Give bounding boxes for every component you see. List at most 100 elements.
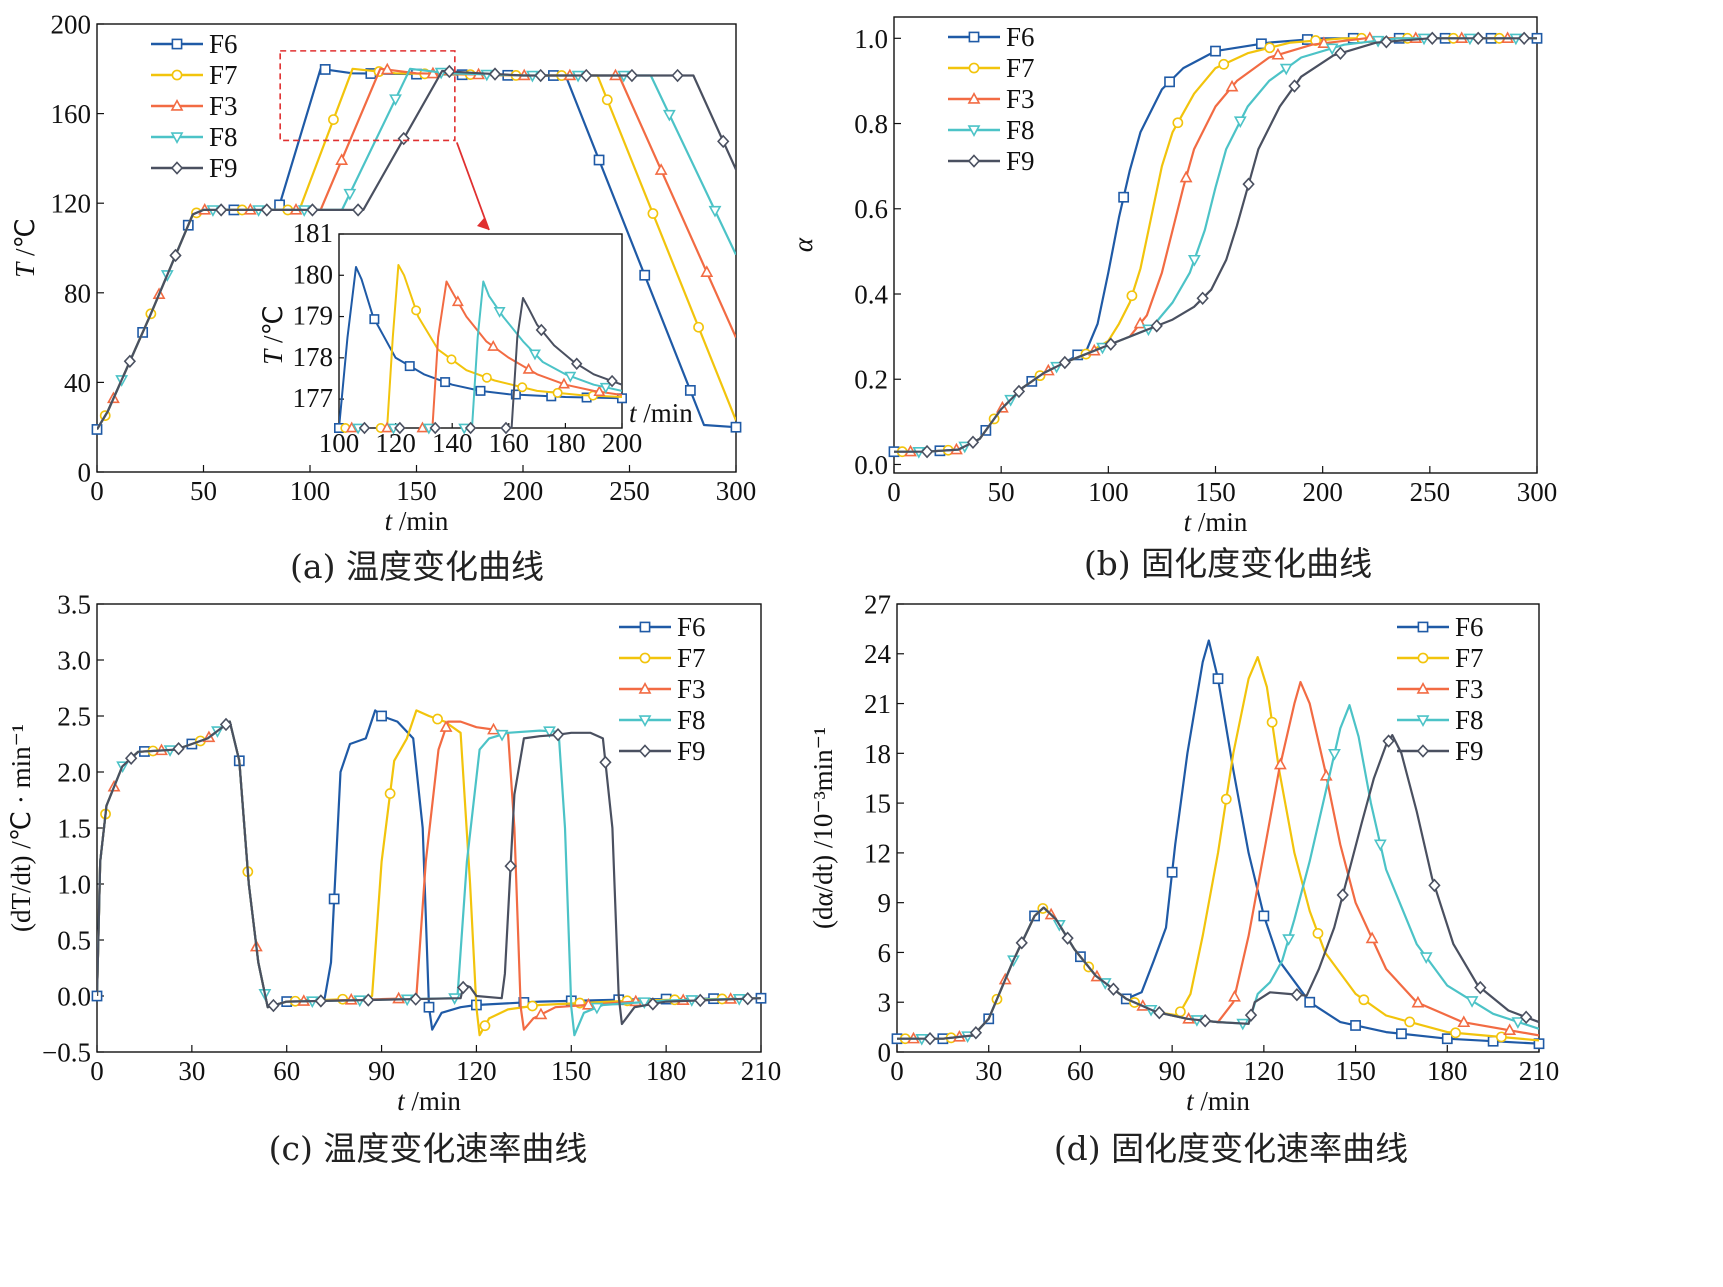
data-point-f9 <box>500 421 512 435</box>
y-axis-label: (dα/dt) /10⁻³min⁻¹ <box>808 727 838 929</box>
x-tick-label: 210 <box>741 1056 782 1086</box>
x-tick-label: 180 <box>646 1056 687 1086</box>
data-point-f6 <box>730 421 742 433</box>
legend-marker-f3 <box>967 92 981 104</box>
data-point-f3 <box>451 295 464 307</box>
data-point-f8 <box>343 188 357 201</box>
legend-marker-f9 <box>967 154 981 168</box>
x-axis-label-unit: /min <box>392 506 449 536</box>
x-axis-label-unit: /min <box>1194 1086 1251 1116</box>
data-point-f6 <box>475 385 486 396</box>
data-point-f8 <box>637 997 651 1009</box>
y-axis-label: T /℃ <box>10 218 40 278</box>
data-point-f6 <box>593 154 605 166</box>
x-tick-label: 100 <box>290 476 331 506</box>
y-tick-label: 18 <box>864 739 891 769</box>
x-tick-label: 0 <box>890 1056 904 1086</box>
data-point-f7 <box>1218 58 1230 70</box>
inset-y-axis-label-var: T <box>258 348 288 365</box>
legend-label-f7: F7 <box>209 60 238 90</box>
legend-label-f9: F9 <box>1006 146 1035 176</box>
data-point-f9 <box>606 374 618 388</box>
y-tick-label: 177 <box>293 383 334 413</box>
legend-marker-f9 <box>638 744 652 758</box>
y-axis-label-var: α <box>788 237 818 252</box>
panel-caption: (c) 温度变化速率曲线 <box>269 1129 588 1168</box>
y-tick-label: 200 <box>51 9 92 39</box>
data-point-f9 <box>741 992 754 1006</box>
series-line-f9 <box>894 37 1537 453</box>
data-point-f9 <box>1196 291 1209 305</box>
data-point-f6 <box>684 384 696 396</box>
data-point-f9 <box>1244 1008 1258 1022</box>
y-tick-label: 2.0 <box>57 757 91 787</box>
x-tick-label: 30 <box>975 1056 1002 1086</box>
data-point-f9 <box>397 131 410 146</box>
data-point-f8 <box>493 307 506 318</box>
data-point-f6 <box>1118 191 1130 203</box>
data-point-f9 <box>125 751 138 765</box>
data-point-f8 <box>1187 254 1201 267</box>
y-tick-label: 0.2 <box>854 365 888 395</box>
y-tick-label: 0.8 <box>854 109 888 139</box>
data-point-f9 <box>1380 35 1393 49</box>
data-point-f9 <box>123 354 137 368</box>
data-point-f9 <box>1058 355 1071 370</box>
y-tick-label: 21 <box>864 689 891 719</box>
data-point-f9 <box>260 203 273 217</box>
y-axis-label: α <box>788 237 818 252</box>
x-tick-label: 100 <box>1088 477 1129 507</box>
data-point-f6 <box>1396 1028 1407 1040</box>
legend-label-f6: F6 <box>209 29 238 59</box>
legend-marker-f3 <box>1416 682 1430 694</box>
data-point-f9 <box>1426 31 1439 46</box>
chart-panel-b: 0 50 100 150 200 250 300 0.0 0.2 0.4 0.6 0.8 1.0 t /m… <box>788 16 1557 537</box>
y-tick-label: 80 <box>64 278 91 308</box>
data-point-f7 <box>1312 927 1324 939</box>
legend-label-f3: F3 <box>1006 84 1035 114</box>
x-axis-label-var: t <box>397 1086 406 1116</box>
chart-panel-a-inset-inset: 100 120 140 160 180 200 177 178 179 180 181 t /min T… <box>258 218 693 458</box>
data-point-f7 <box>552 387 563 398</box>
y-axis-label-text: (dT/dt) /℃ · min⁻¹ <box>6 724 36 932</box>
data-point-f3 <box>700 265 714 277</box>
data-point-f6 <box>376 710 387 722</box>
data-point-f9 <box>306 203 319 217</box>
data-point-f7 <box>446 354 457 365</box>
x-axis-label: t /min <box>385 506 449 536</box>
y-axis-label-text: (dα/dt) /10⁻³min⁻¹ <box>808 727 838 929</box>
data-point-f9 <box>694 993 707 1008</box>
x-axis-label-unit: /min <box>405 1086 462 1116</box>
data-point-f7 <box>384 788 396 799</box>
data-point-f7 <box>601 94 613 106</box>
x-tick-label: 200 <box>503 476 544 506</box>
data-point-f9 <box>1150 319 1163 333</box>
x-axis-label-var: t <box>385 506 394 536</box>
y-tick-label: 0.4 <box>854 279 888 309</box>
data-point-f3 <box>558 377 570 389</box>
chart-panel-c: 0 30 60 90 120 150 180 210 −0.5 0.0 0.5 1.0 1.5 2.0 2.… <box>6 589 781 1116</box>
y-tick-label: 0.5 <box>57 925 91 955</box>
data-point-f9 <box>966 435 980 449</box>
x-tick-label: 100 <box>319 428 360 458</box>
data-point-f8 <box>1282 934 1296 946</box>
data-point-f6 <box>1441 1033 1453 1045</box>
data-point-f9 <box>535 323 548 337</box>
legend-label-f6: F6 <box>677 612 706 642</box>
data-point-f9 <box>1012 384 1026 399</box>
data-point-f9 <box>1517 31 1531 46</box>
data-point-f7 <box>1264 42 1276 54</box>
y-tick-label: 3 <box>878 988 892 1018</box>
x-tick-label: 50 <box>988 477 1015 507</box>
data-point-f9 <box>625 68 639 83</box>
legend-marker-f7 <box>639 652 651 664</box>
data-point-f9 <box>169 248 182 263</box>
data-point-f6 <box>1164 76 1175 88</box>
y-tick-label: 40 <box>64 368 91 398</box>
inset-y-axis-label-unit: /℃ <box>258 305 288 350</box>
legend-label-f9: F9 <box>677 736 706 766</box>
data-point-f8 <box>590 1002 604 1015</box>
legend-marker-f6 <box>639 621 651 633</box>
data-point-f9 <box>671 68 684 83</box>
